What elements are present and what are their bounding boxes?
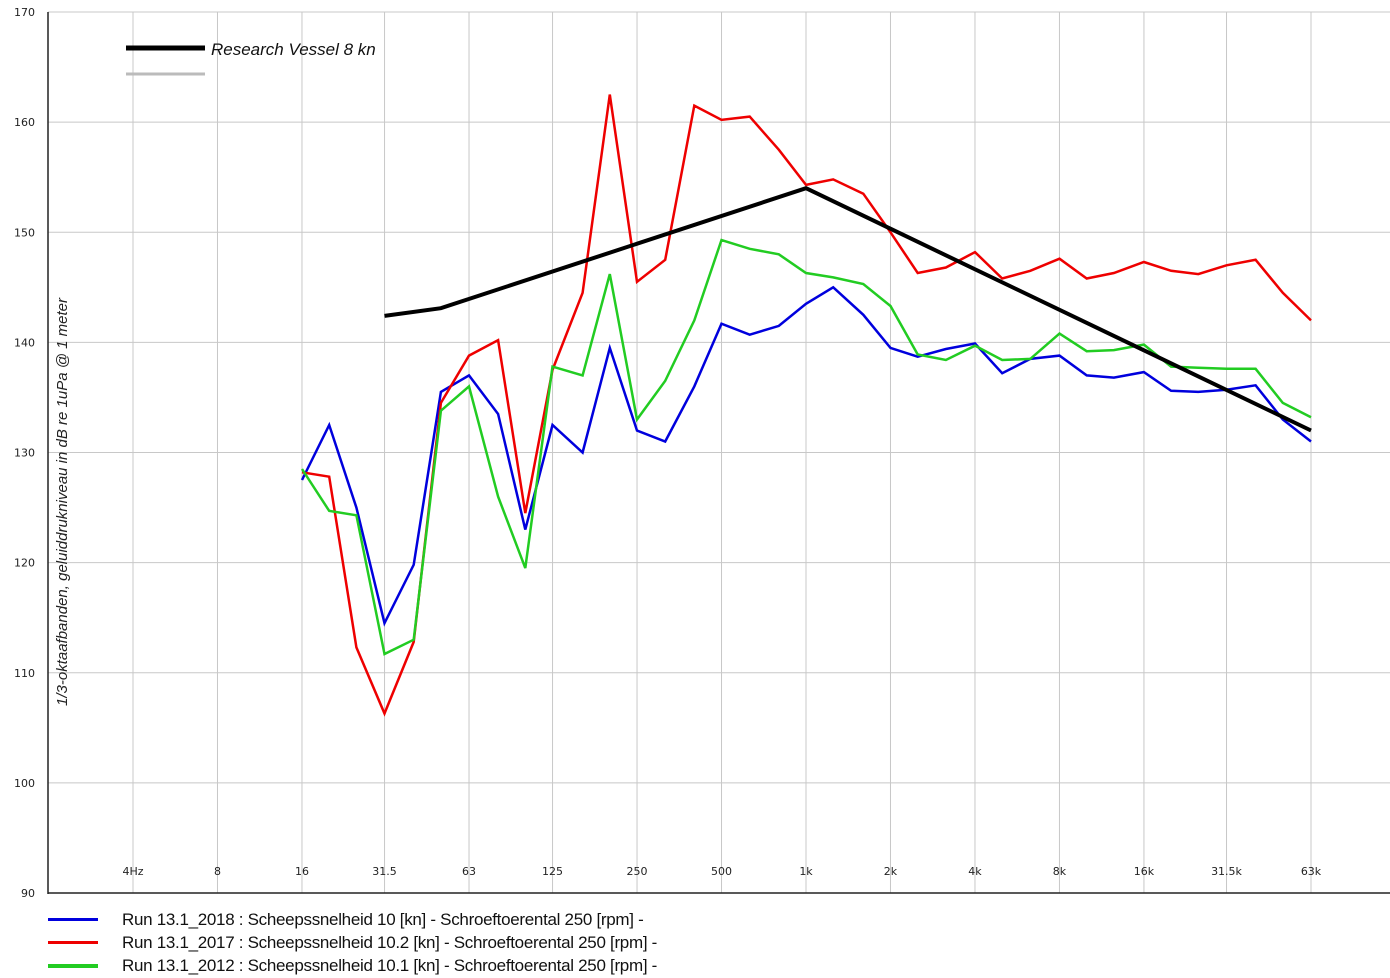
x-tick-label: 1k	[799, 865, 813, 878]
axes	[47, 12, 1390, 894]
x-tick-label: 4Hz	[122, 865, 143, 878]
x-tick-label: 125	[542, 865, 563, 878]
legend-item-run-2018: Run 13.1_2018 : Scheepssnelheid 10 [kn] …	[48, 908, 657, 931]
x-tick-label: 4k	[968, 865, 982, 878]
x-tick-label: 8	[214, 865, 221, 878]
chart-area: 90 100 110 120 130 140 150 160 170 4Hz 8 16 31.5 63 1…	[14, 6, 1390, 900]
y-tick-label: 150	[14, 226, 35, 239]
legend-swatch-green	[48, 963, 98, 968]
y-tick-label: 110	[14, 667, 35, 680]
x-tick-label: 500	[711, 865, 732, 878]
y-tick-label: 100	[14, 777, 35, 790]
x-tick-labels: 4Hz 8 16 31.5 63 125 250 500 1k 2k 4k 8k 16k 31.5k 63k	[122, 865, 1321, 878]
legend-swatch-blue	[48, 918, 98, 921]
y-tick-label: 90	[21, 887, 35, 900]
x-tick-label: 63	[462, 865, 476, 878]
y-tick-label: 160	[14, 116, 35, 129]
series-line-2	[300, 238, 1312, 656]
x-tick-label: 63k	[1301, 865, 1322, 878]
y-tick-label: 170	[14, 6, 35, 19]
legend-label: Run 13.1_2017 : Scheepssnelheid 10.2 [kn…	[122, 932, 658, 952]
top-legend-label: Research Vessel 8 kn	[211, 40, 376, 59]
x-tick-label: 16	[295, 865, 309, 878]
series-line-1	[301, 94, 1312, 717]
legend-swatch-red	[48, 941, 98, 944]
y-tick-label: 140	[14, 336, 35, 349]
y-tick-label: 130	[14, 447, 35, 460]
legend-label: Run 13.1_2012 : Scheepssnelheid 10.1 [kn…	[122, 955, 658, 975]
series-line-0	[300, 285, 1312, 627]
grid-lines	[48, 11, 1390, 894]
x-tick-label: 250	[627, 865, 648, 878]
x-tick-label: 31.5k	[1211, 865, 1242, 878]
series-line-3	[384, 186, 1312, 433]
series-lines	[300, 94, 1312, 717]
y-tick-label: 120	[14, 557, 35, 570]
y-tick-labels: 90 100 110 120 130 140 150 160 170	[14, 6, 35, 900]
x-tick-label: 2k	[884, 865, 898, 878]
bottom-legend: Run 13.1_2018 : Scheepssnelheid 10 [kn] …	[48, 908, 657, 977]
x-tick-label: 8k	[1053, 865, 1067, 878]
x-tick-label: 31.5	[372, 865, 397, 878]
y-axis-label: 1/3-oktaafbanden, geluiddrukniveau in dB…	[54, 297, 71, 706]
legend-item-run-2017: Run 13.1_2017 : Scheepssnelheid 10.2 [kn…	[48, 931, 657, 954]
top-legend: Research Vessel 8 kn	[126, 40, 376, 76]
legend-label: Run 13.1_2018 : Scheepssnelheid 10 [kn] …	[122, 909, 644, 929]
legend-item-run-2012: Run 13.1_2012 : Scheepssnelheid 10.1 [kn…	[48, 954, 657, 977]
x-tick-label: 16k	[1134, 865, 1155, 878]
